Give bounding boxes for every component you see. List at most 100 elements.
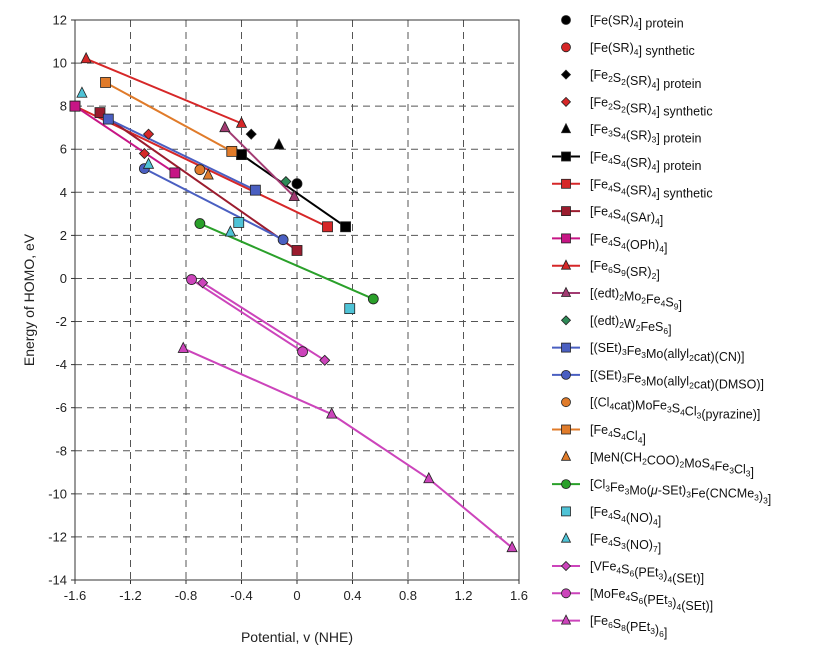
legend-item-3: [Fe2S2(SR)4] synthetic <box>560 95 713 118</box>
legend-item-2: [Fe2S2(SR)4] protein <box>560 68 702 91</box>
legend-item-22: [Fe6S8(PEt3)6] <box>552 614 667 640</box>
y-tick-label: -4 <box>55 357 67 372</box>
legend-marker <box>561 42 571 53</box>
data-point-12 <box>102 113 114 125</box>
legend: [Fe(SR)4] protein [Fe(SR)4] synthetic [Fe2… <box>552 14 771 640</box>
series-lines <box>74 57 513 549</box>
legend-label: [(Cl4cat)MoFe3S4Cl3(pyrazine)] <box>590 396 760 422</box>
legend-marker <box>560 532 572 543</box>
data-point-18 <box>344 303 356 315</box>
legend-label: [Fe6S9(SR)2] <box>590 259 660 282</box>
series-line-10 <box>224 126 295 198</box>
data-point-10 <box>219 120 231 133</box>
legend-label: [Fe4S3(NO)7] <box>590 532 661 555</box>
legend-label: [(edt)2W2FeS6] <box>590 314 672 337</box>
legend-item-13: [(SEt)3Fe3Mo(allyl2cat)(DMSO)] <box>552 368 764 391</box>
data-point-7 <box>94 107 106 119</box>
data-point-15 <box>226 145 238 157</box>
grid <box>75 20 519 580</box>
data-point-19 <box>224 225 237 237</box>
series-line-21 <box>191 278 304 353</box>
y-tick-label: 10 <box>53 56 67 71</box>
y-tick-label: 8 <box>60 99 67 114</box>
data-point-17 <box>194 218 206 229</box>
y-tick-label: -10 <box>48 486 67 501</box>
x-axis-label: Potential, v (NHE) <box>241 629 353 645</box>
data-point-19 <box>142 157 155 169</box>
legend-marker <box>560 286 572 297</box>
data-point-19 <box>76 86 88 98</box>
legend-marker <box>560 315 572 326</box>
legend-label: [Fe4S4(SR)4] synthetic <box>590 177 713 200</box>
x-tick-label: 1.2 <box>454 588 472 603</box>
x-tick-label: -1.2 <box>119 588 141 603</box>
x-tick-label: 1.6 <box>510 588 528 603</box>
legend-marker <box>561 369 571 380</box>
data-point-22 <box>177 341 189 353</box>
x-tick-label: 0.4 <box>343 588 361 603</box>
y-tick-label: 0 <box>60 271 67 286</box>
y-tick-label: -6 <box>55 400 67 415</box>
data-point-14 <box>194 164 206 176</box>
legend-item-9: [Fe6S9(SR)2] <box>552 259 660 282</box>
data-point-22 <box>423 471 435 484</box>
legend-marker <box>560 450 572 461</box>
y-tick-label: 6 <box>60 142 67 157</box>
legend-label: [Cl3Fe3Mo(μ-SEt)3Fe(CNCMe3)3] <box>590 478 771 507</box>
legend-marker <box>561 206 571 217</box>
legend-item-11: [(edt)2W2FeS6] <box>560 314 672 337</box>
legend-item-12: [(SEt)3Fe3Mo(allyl2cat)(CN)] <box>552 341 745 364</box>
legend-marker <box>561 424 571 435</box>
y-tick-label: -8 <box>55 443 67 458</box>
x-tick-label: -0.4 <box>230 588 252 603</box>
series-markers <box>69 51 518 553</box>
legend-label: [Fe3S4(SR)3] protein <box>590 123 702 146</box>
data-point-21 <box>186 274 197 285</box>
data-point-12 <box>249 184 261 196</box>
legend-item-16: [MeN(CH2COO)2MoS4Fe3Cl3] <box>560 450 754 479</box>
legend-marker <box>561 342 571 353</box>
legend-label: [Fe(SR)4] synthetic <box>590 41 695 58</box>
legend-label: [Fe4S4(OPh)4] <box>590 232 667 255</box>
data-point-15 <box>100 77 111 88</box>
y-tick-label: -14 <box>48 573 67 588</box>
legend-marker <box>560 122 572 134</box>
series-line-12 <box>107 118 256 192</box>
legend-marker <box>561 151 571 162</box>
legend-marker <box>560 259 572 270</box>
data-point-5 <box>236 149 247 161</box>
legend-item-15: [Fe4S4Cl4] <box>552 423 646 446</box>
data-point-5 <box>340 221 351 233</box>
data-point-13 <box>277 234 289 246</box>
legend-label: [Fe(SR)4] protein <box>590 14 684 31</box>
data-point-6 <box>322 221 333 233</box>
data-point-18 <box>233 217 245 228</box>
legend-label: [(edt)2Mo2Fe4S9] <box>590 287 682 313</box>
series-line-13 <box>143 167 284 241</box>
data-point-21 <box>297 346 308 358</box>
x-tick-label: 0 <box>293 588 300 603</box>
legend-item-5: [Fe4S4(SR)4] protein <box>552 150 702 173</box>
x-tick-label: 0.8 <box>399 588 417 603</box>
legend-marker <box>561 479 571 490</box>
legend-marker <box>561 397 571 408</box>
legend-label: [MoFe4S6(PEt3)4(SEt)] <box>590 587 713 613</box>
series-line-7 <box>99 111 298 252</box>
legend-item-1: [Fe(SR)4] synthetic <box>561 41 695 58</box>
data-point-11 <box>280 175 292 188</box>
series-line-22 <box>182 347 513 549</box>
legend-item-10: [(edt)2Mo2Fe4S9] <box>552 287 682 313</box>
data-point-22 <box>326 407 338 419</box>
legend-item-20: [VFe4S6(PEt3)4(SEt)] <box>552 560 704 586</box>
y-tick-label: 4 <box>60 185 67 200</box>
legend-item-14: [(Cl4cat)MoFe3S4Cl3(pyrazine)] <box>561 396 760 422</box>
legend-label: [Fe4S4(SR)4] protein <box>590 150 702 173</box>
legend-label: [Fe4S4Cl4] <box>590 423 646 446</box>
data-point-3 <box>142 128 155 140</box>
data-point-2 <box>245 128 257 140</box>
legend-label: [Fe4S4(SAr)4] <box>590 205 663 228</box>
legend-marker <box>561 233 571 244</box>
data-point-9 <box>80 51 92 64</box>
y-axis-label: Energy of HOMO, eV <box>21 233 37 366</box>
